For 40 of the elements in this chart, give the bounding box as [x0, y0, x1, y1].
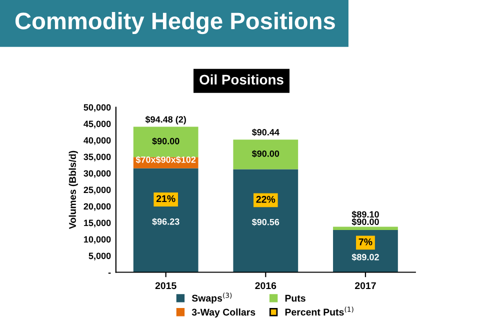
y-tick-label: 25,000 [84, 186, 111, 194]
bar [333, 230, 398, 272]
x-tick-label: 2015 [155, 282, 176, 290]
y-tick-label: 35,000 [84, 154, 111, 162]
annotation: $90.56 [252, 218, 280, 226]
y-tick-label: 50,000 [84, 104, 111, 112]
bar [133, 126, 198, 158]
chart-title: Commodity Hedge Positions [15, 12, 335, 34]
legend-label: 3-Way Collars [192, 308, 256, 318]
annotation: $89.02 [352, 254, 379, 261]
bar [333, 226, 398, 230]
bar [233, 140, 298, 170]
bar [133, 168, 198, 272]
y-tick-label: 20,000 [84, 203, 111, 211]
chart-subtitle: Oil Positions [200, 74, 284, 85]
y-tick-label: 15,000 [84, 220, 111, 228]
x-tick-label: 2017 [354, 282, 376, 290]
annotation: 21% [156, 195, 176, 202]
annotation: $89.10 [352, 210, 379, 218]
y-tick-label: 10,000 [84, 236, 111, 244]
y-tick-label: 5,000 [88, 252, 111, 260]
legend-label: Swaps$^{(3)}$ [192, 292, 232, 304]
annotation: $90.00 [252, 150, 280, 158]
annotation: $90.00 [152, 138, 180, 145]
x-tick-label: 2016 [255, 282, 276, 290]
y-axis-title: Volumes (Bbls/d) [68, 150, 78, 230]
bar [233, 169, 298, 272]
annotation: $90.44 [252, 128, 280, 136]
y-tick-label: 30,000 [84, 170, 111, 178]
annotation: 22% [256, 196, 276, 203]
annotation: $94.48 (2) [145, 116, 186, 124]
y-tick-label: 40,000 [84, 137, 111, 145]
legend-label: Percent Puts$^{(1)}$ [285, 306, 354, 316]
annotation: $70x$90x$102 [136, 156, 196, 164]
y-tick-label: - [108, 272, 111, 274]
y-tick-label: 45,000 [84, 120, 111, 128]
annotation: 7% [358, 238, 372, 246]
annotation: $96.23 [152, 218, 180, 226]
annotation: $90.00 [352, 218, 379, 226]
legend-label: Puts [285, 294, 306, 302]
